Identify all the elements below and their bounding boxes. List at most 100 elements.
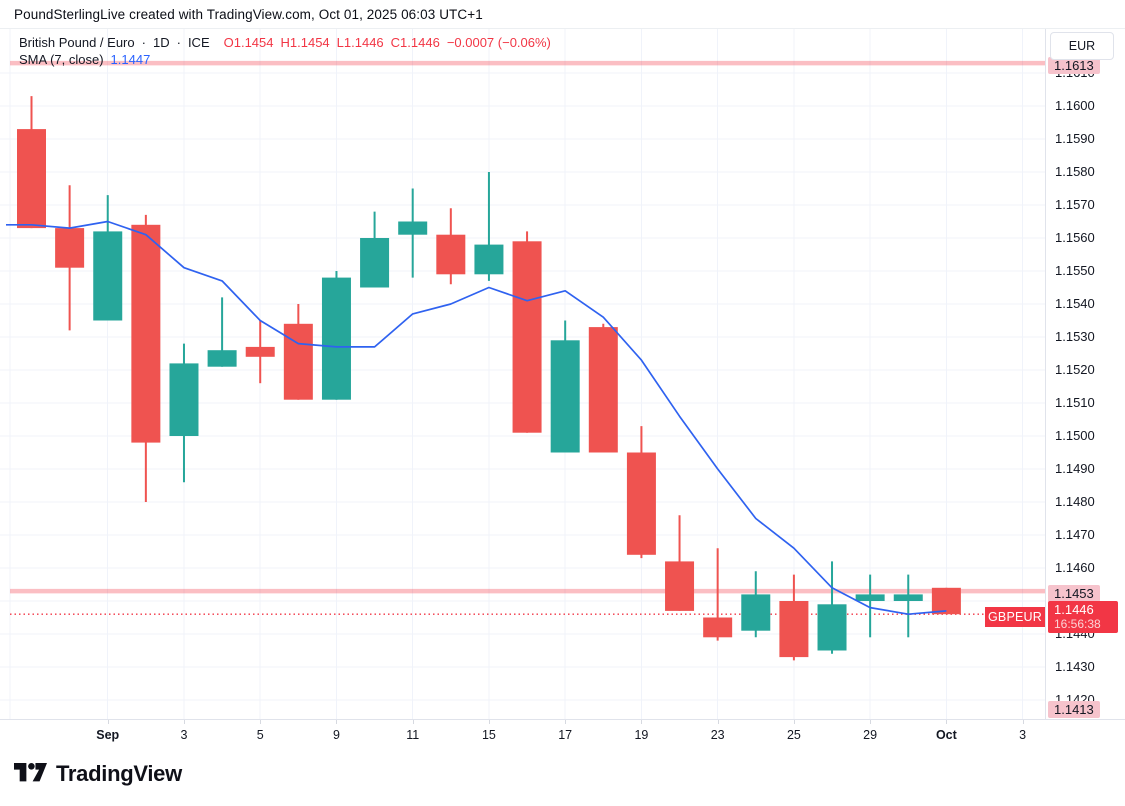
time-tick-mark [870, 720, 872, 724]
time-tick-label: Oct [935, 728, 957, 742]
candle-body [360, 238, 390, 288]
last-price-label: 1.1446 16:56:38 [1048, 601, 1118, 633]
candlestick-chart [0, 29, 1045, 719]
low-value: 1.1446 [343, 35, 384, 50]
time-tick-mark [412, 720, 414, 724]
time-axis[interactable]: Sep 3 5 9 11 15 17 19 23 25 29 Oct 3 [0, 719, 1125, 751]
interval-label[interactable]: 1D [152, 35, 170, 50]
candle-body [321, 277, 351, 400]
time-tick-mark [107, 720, 109, 724]
candle-body [207, 350, 237, 367]
time-tick-label: 19 [634, 728, 649, 742]
candle-body [93, 231, 123, 321]
time-tick-label: 9 [332, 728, 340, 742]
candle-body [893, 594, 923, 601]
time-tick-label: 3 [180, 728, 188, 742]
time-tick-mark [793, 720, 795, 724]
time-tick-mark [717, 720, 719, 724]
price-tick: 1.1460 [1055, 560, 1095, 575]
close-value: 1.1446 [400, 35, 440, 50]
candle-body [131, 224, 161, 443]
sma-line [6, 220, 947, 616]
lower-level-label: 1.1413 [1048, 701, 1100, 718]
candle-body [436, 234, 466, 275]
open-value: 1.1454 [233, 35, 274, 50]
sma-title[interactable]: SMA (7, close) [19, 52, 104, 67]
time-tick-label: 23 [710, 728, 725, 742]
candle-body [741, 594, 771, 631]
candle-body [626, 452, 656, 555]
candle-body [398, 221, 428, 235]
attribution-bar: PoundSterlingLive created with TradingVi… [0, 0, 1125, 28]
footer: TradingView [0, 749, 1125, 806]
upper-level-label: 1.1613 [1048, 57, 1100, 74]
price-tick: 1.1500 [1055, 428, 1095, 443]
candles [17, 96, 961, 661]
time-tick-label: 29 [863, 728, 878, 742]
tradingview-logo[interactable]: TradingView [14, 761, 182, 787]
candle-body [779, 601, 809, 658]
candle-body [817, 604, 847, 651]
price-tick: 1.1490 [1055, 461, 1095, 476]
time-tick-mark [641, 720, 643, 724]
last-price-value: 1.1446 [1054, 602, 1094, 617]
candle-body [550, 340, 580, 453]
time-tick-mark [336, 720, 338, 724]
low-label: L [336, 35, 344, 50]
candle-body [169, 363, 199, 436]
price-tick: 1.1470 [1055, 527, 1095, 542]
attribution-text: PoundSterlingLive created with TradingVi… [14, 7, 483, 22]
sma-row[interactable]: SMA (7, close) 1.1447 [19, 51, 551, 68]
tradingview-wordmark: TradingView [56, 761, 182, 786]
sma-value: 1.1447 [110, 52, 151, 67]
price-tick: 1.1430 [1055, 659, 1095, 674]
candle-body [17, 129, 46, 229]
currency-button[interactable]: EUR [1050, 32, 1114, 60]
exchange-label[interactable]: ICE [187, 35, 210, 50]
price-axis[interactable]: EUR 1.16101.16001.15901.15801.15701.1560… [1045, 29, 1125, 719]
price-tick: 1.1480 [1055, 494, 1095, 509]
time-tick-label: 17 [558, 728, 573, 742]
close-label: C [390, 35, 401, 50]
candle-body [703, 617, 733, 638]
time-tick-mark [488, 720, 490, 724]
candle-body [588, 327, 618, 453]
symbol-title[interactable]: British Pound / Euro [19, 35, 135, 50]
time-tick-label: 5 [256, 728, 264, 742]
candle-body [474, 244, 504, 275]
change-value: −0.0007 (−0.06%) [446, 35, 551, 50]
candle-body [855, 594, 885, 601]
time-tick-mark [260, 720, 262, 724]
price-tick: 1.1560 [1055, 230, 1095, 245]
price-pane[interactable]: British Pound / Euro · 1D · ICE O1.1454 H1.145… [0, 29, 1045, 719]
price-tick: 1.1570 [1055, 197, 1095, 212]
price-tick: 1.1600 [1055, 98, 1095, 113]
tradingview-logo-icon [14, 763, 47, 782]
candle-body [931, 587, 961, 615]
chart-legend: British Pound / Euro · 1D · ICE O1.1454 H1.145… [19, 34, 551, 68]
candle-body [512, 241, 542, 433]
symbol-row[interactable]: British Pound / Euro · 1D · ICE O1.1454 H1.145… [19, 35, 551, 50]
chart-widget: British Pound / Euro · 1D · ICE O1.1454 H1.145… [0, 28, 1125, 751]
price-tick: 1.1510 [1055, 395, 1095, 410]
candle-body [55, 228, 85, 268]
price-tick: 1.1540 [1055, 296, 1095, 311]
time-tick-mark [946, 720, 948, 724]
candle-body [245, 346, 275, 357]
time-tick-mark [565, 720, 567, 724]
candle-body [283, 323, 313, 400]
time-tick-label: 15 [481, 728, 496, 742]
high-label: H [280, 35, 290, 50]
time-tick-label: 25 [786, 728, 801, 742]
time-tick-label: 3 [1019, 728, 1027, 742]
price-tick: 1.1520 [1055, 362, 1095, 377]
price-tick: 1.1550 [1055, 263, 1095, 278]
price-tick: 1.1590 [1055, 131, 1095, 146]
price-tick: 1.1530 [1055, 329, 1095, 344]
level-lines [10, 60, 1045, 615]
time-tick-label: Sep [96, 728, 120, 742]
open-label: O [223, 35, 234, 50]
candle-body [665, 561, 695, 611]
time-tick-label: 11 [406, 728, 420, 742]
